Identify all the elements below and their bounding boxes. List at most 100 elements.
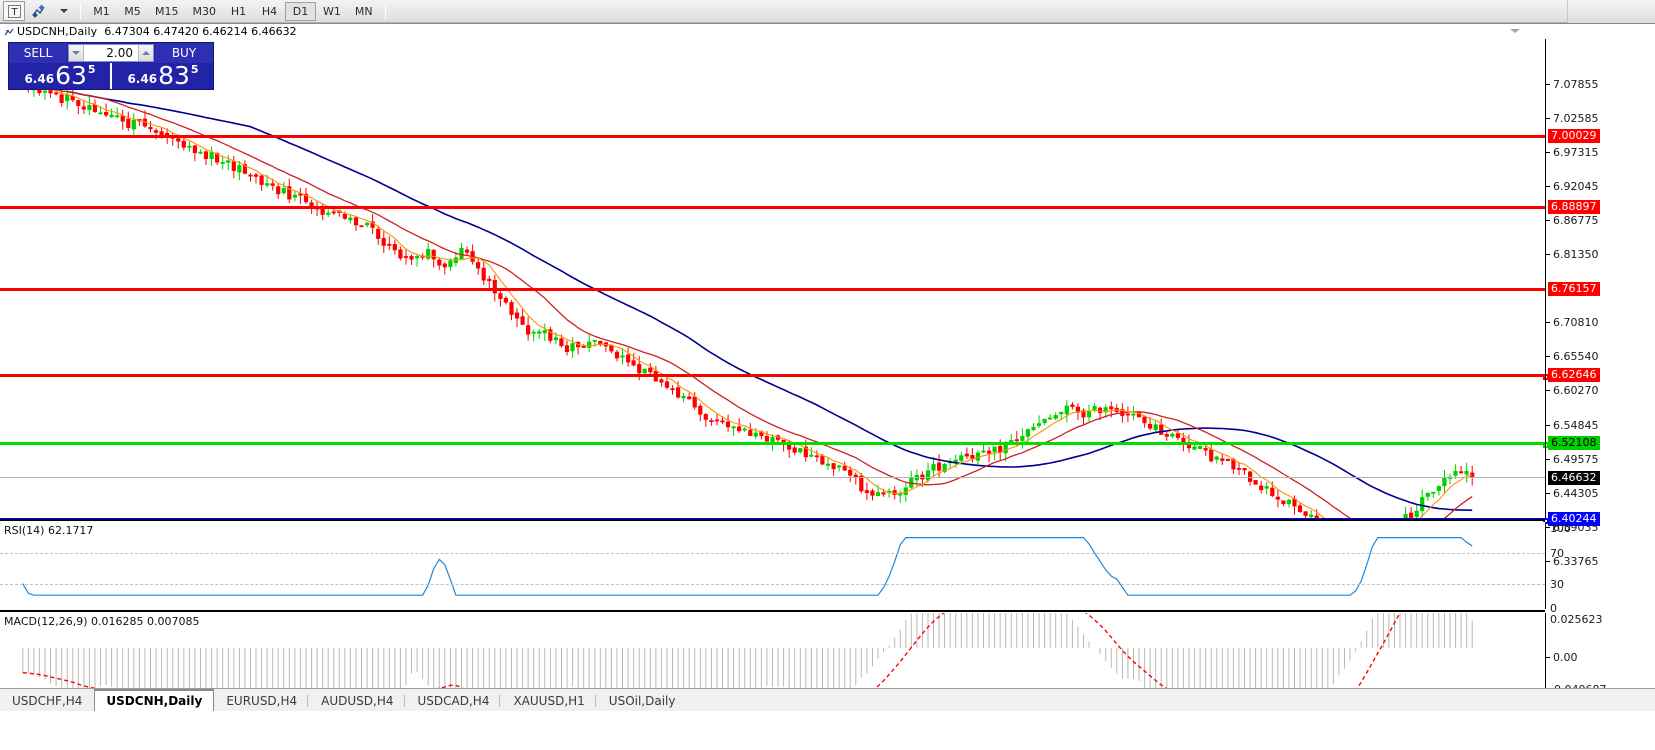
sell-button[interactable]: SELL bbox=[9, 43, 67, 63]
timeframe-group: M1 M5 M15 M30 H1 H4 D1 W1 MN bbox=[86, 1, 380, 22]
price-tick: 6.70810 bbox=[1546, 316, 1655, 329]
price-tag-6.76157: 6.76157 bbox=[1548, 282, 1600, 296]
price-axis[interactable]: 7.07855 7.02585 6.97315 6.92045 6.86775 6.813… bbox=[1545, 39, 1655, 568]
timeframe-m15[interactable]: M15 bbox=[155, 4, 179, 18]
price-tick: 7.02585 bbox=[1546, 112, 1655, 125]
toolbar-right-edge bbox=[1567, 0, 1655, 23]
one-click-price-row: 6.46 63 5 6.46 83 5 bbox=[9, 63, 213, 89]
macd-histogram-and-signal bbox=[22, 613, 1473, 696]
one-click-trading-panel[interactable]: SELL 2.00 BUY 6.46 63 5 6.46 83 5 bbox=[8, 42, 214, 90]
rsi-line bbox=[22, 537, 1473, 596]
chart-tabs: USDCHF,H4 USDCNH,Daily EURUSD,H4 AUDUSD,H4 U… bbox=[0, 689, 688, 712]
one-click-top-row: SELL 2.00 BUY bbox=[9, 43, 213, 63]
price-candles bbox=[20, 69, 1475, 518]
rsi-pane[interactable]: RSI(14) 62.1717 bbox=[0, 522, 1545, 609]
price-tick: 6.97315 bbox=[1546, 146, 1655, 159]
price-tick: 6.60270 bbox=[1546, 384, 1655, 397]
price-tag-6.46632: 6.46632 bbox=[1548, 471, 1600, 485]
buy-button[interactable]: BUY bbox=[155, 43, 213, 63]
buy-price-main: 83 bbox=[158, 61, 190, 90]
rsi-guide-30 bbox=[0, 584, 1545, 585]
volume-increase-icon[interactable] bbox=[138, 45, 153, 61]
tab-divider bbox=[403, 695, 405, 707]
indicators-dropdown-arrow[interactable] bbox=[53, 1, 75, 21]
toolbar-separator-2 bbox=[384, 2, 386, 20]
indicators-icon[interactable] bbox=[28, 1, 50, 21]
sell-price-fraction: 5 bbox=[87, 63, 96, 76]
rsi-tick: 70 bbox=[1550, 547, 1564, 560]
price-tick: 6.49575 bbox=[1546, 453, 1655, 466]
chart-collapse-arrow[interactable] bbox=[1510, 29, 1520, 33]
chart-tab-eurusd-h4[interactable]: EURUSD,H4 bbox=[214, 690, 309, 711]
chart-tab-usdcnh-daily[interactable]: USDCNH,Daily bbox=[94, 689, 215, 712]
macd-label: MACD(12,26,9) 0.016285 0.007085 bbox=[4, 615, 200, 628]
timeframe-d1[interactable]: D1 bbox=[285, 1, 316, 21]
price-tag-7.00029: 7.00029 bbox=[1548, 129, 1600, 143]
volume-input[interactable]: 2.00 bbox=[84, 45, 138, 61]
price-tag-6.52108: 6.52108 bbox=[1548, 436, 1600, 450]
timeframe-m1[interactable]: M1 bbox=[93, 4, 110, 18]
macd-tick: 0.00 bbox=[1546, 651, 1655, 664]
volume-stepper[interactable]: 2.00 bbox=[68, 44, 154, 62]
price-tag-6.40244: 6.40244 bbox=[1548, 512, 1600, 526]
pane-separator-rsi[interactable] bbox=[0, 519, 1545, 521]
price-tick: 6.86775 bbox=[1546, 214, 1655, 227]
chart-tab-bar: USDCHF,H4 USDCNH,Daily EURUSD,H4 AUDUSD,H4 U… bbox=[0, 688, 1655, 750]
level-line-6.52108[interactable] bbox=[0, 442, 1549, 448]
chart-symbol-icon bbox=[4, 28, 14, 38]
price-tick: 7.07855 bbox=[1546, 78, 1655, 91]
level-line-7.00029[interactable] bbox=[0, 135, 1545, 138]
chart-tab-usdcad-h4[interactable]: USDCAD,H4 bbox=[406, 690, 502, 711]
rsi-label: RSI(14) 62.1717 bbox=[4, 524, 94, 537]
buy-price-fraction: 5 bbox=[190, 63, 199, 76]
crosshair-text-icon[interactable]: T bbox=[3, 1, 25, 21]
main-toolbar: T M1 M5 M15 M30 H1 H4 D1 W1 MN bbox=[0, 0, 1655, 23]
rsi-tick: 0 bbox=[1550, 602, 1557, 615]
chart-header: USDCNH,Daily 6.47304 6.47420 6.46214 6.4… bbox=[0, 24, 1655, 39]
timeframe-h4[interactable]: H4 bbox=[261, 4, 278, 18]
macd-tick: 0.025623 bbox=[1550, 613, 1603, 626]
chart-tab-audusd-h4[interactable]: AUDUSD,H4 bbox=[309, 690, 405, 711]
buy-price-prefix: 6.46 bbox=[127, 72, 158, 86]
chart-tab-usdchf-h4[interactable]: USDCHF,H4 bbox=[12, 693, 83, 708]
tabbar-body bbox=[0, 711, 1655, 750]
timeframe-m30[interactable]: M30 bbox=[192, 4, 217, 18]
level-line-6.76157[interactable] bbox=[0, 288, 1545, 291]
price-tick: 6.33765 bbox=[1546, 555, 1655, 568]
rsi-tick: 30 bbox=[1550, 578, 1564, 591]
timeframe-h1[interactable]: H1 bbox=[230, 4, 247, 18]
macd-pane[interactable]: MACD(12,26,9) 0.016285 0.007085 bbox=[0, 613, 1545, 696]
chart-symbol-label: USDCNH,Daily bbox=[17, 25, 98, 38]
price-tick: 6.81350 bbox=[1546, 248, 1655, 261]
price-tick: 6.65540 bbox=[1546, 350, 1655, 363]
timeframe-w1[interactable]: W1 bbox=[323, 4, 341, 18]
buy-price[interactable]: 6.46 83 5 bbox=[110, 63, 213, 89]
price-tick: 6.44305 bbox=[1546, 487, 1655, 500]
sell-price-prefix: 6.46 bbox=[24, 72, 55, 86]
level-line-6.62646[interactable] bbox=[0, 374, 1549, 380]
chart-tab-xauusd-h1[interactable]: XAUUSD,H1 bbox=[501, 690, 596, 711]
tab-divider bbox=[307, 695, 309, 707]
tab-divider bbox=[594, 695, 596, 707]
level-line-6.88897[interactable] bbox=[0, 206, 1545, 209]
chart-tab-usoil-daily[interactable]: USOil,Daily bbox=[608, 693, 676, 708]
price-tick: 6.54845 bbox=[1546, 419, 1655, 432]
rsi-tick: 100 bbox=[1550, 522, 1571, 535]
chart-window: USDCNH,Daily 6.47304 6.47420 6.46214 6.4… bbox=[0, 23, 1655, 712]
pane-separator-macd[interactable] bbox=[0, 610, 1545, 612]
price-tick: 6.92045 bbox=[1546, 180, 1655, 193]
sell-price[interactable]: 6.46 63 5 bbox=[9, 63, 110, 89]
tab-divider bbox=[499, 695, 501, 707]
current-price-line bbox=[0, 477, 1545, 478]
price-tag-6.62646: 6.62646 bbox=[1548, 368, 1600, 382]
timeframe-m5[interactable]: M5 bbox=[124, 4, 141, 18]
timeframe-mn[interactable]: MN bbox=[354, 4, 373, 18]
rsi-guide-70 bbox=[0, 553, 1545, 554]
toolbar-separator bbox=[80, 2, 81, 20]
price-tag-6.88897: 6.88897 bbox=[1548, 200, 1600, 214]
price-pane[interactable] bbox=[0, 39, 1549, 524]
volume-decrease-icon[interactable] bbox=[69, 45, 84, 61]
svg-text:T: T bbox=[10, 7, 18, 18]
